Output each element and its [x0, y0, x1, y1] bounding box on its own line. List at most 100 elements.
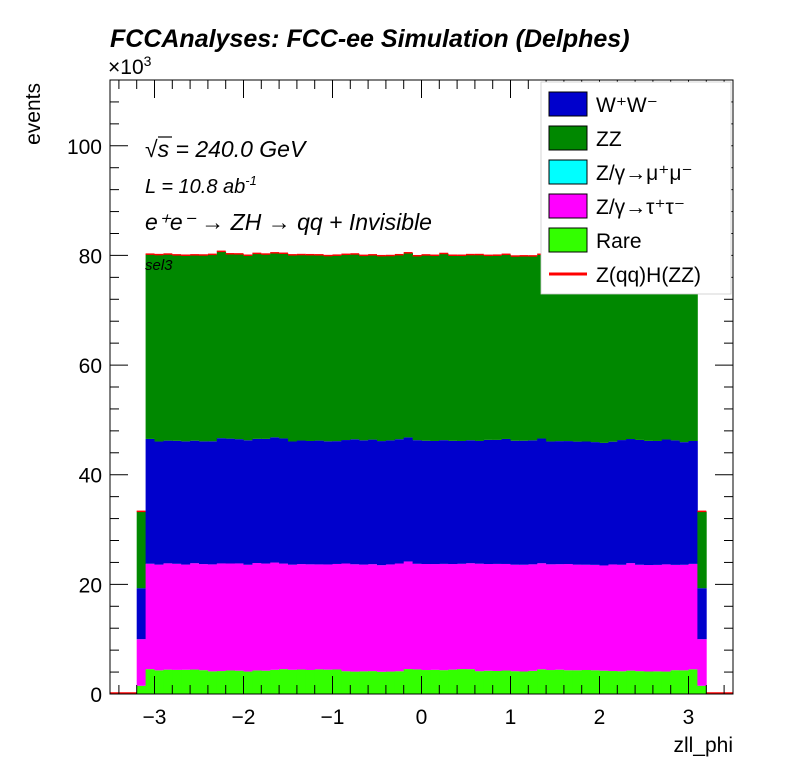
legend-label: Rare: [596, 230, 642, 253]
bin-rare: [501, 670, 511, 694]
bin-z: [617, 564, 627, 672]
bin-z: [172, 563, 182, 670]
bin-ww: [519, 440, 529, 565]
bin-rare: [288, 669, 298, 694]
bin-zz: [252, 253, 262, 439]
bin-ww: [430, 440, 440, 565]
legend-swatch: [548, 193, 588, 219]
bin-zz: [323, 255, 333, 442]
bin-ww: [599, 442, 609, 566]
bin-ww: [359, 440, 369, 565]
bin-zz: [279, 253, 289, 439]
bin-zz: [199, 255, 209, 442]
legend-label: Z/γ→τ⁺τ⁻: [596, 196, 685, 219]
bin-z: [448, 564, 458, 670]
bin-ww: [688, 440, 698, 564]
x-tick-label: −2: [232, 706, 256, 729]
bin-ww: [555, 441, 565, 565]
bin-ww: [368, 439, 378, 565]
bin-z: [332, 563, 342, 670]
bin-zz: [448, 255, 458, 441]
bin-ww: [341, 440, 351, 564]
bin-ww: [243, 440, 253, 565]
bin-rare: [652, 671, 663, 694]
bin-zz: [483, 255, 494, 440]
bin-ww: [652, 440, 663, 565]
bin-z: [581, 564, 591, 671]
bin-rare: [394, 671, 405, 694]
bin-z: [466, 563, 476, 670]
bin-z: [510, 564, 520, 672]
bin-z: [394, 563, 405, 672]
bin-ww: [332, 441, 342, 564]
bin-zz: [581, 255, 591, 442]
bin-ww: [466, 440, 476, 564]
bin-rare: [670, 670, 680, 694]
bin-zz: [546, 257, 556, 442]
bin-rare: [599, 670, 609, 694]
x-tick-label: −1: [321, 706, 345, 729]
bin-z: [252, 563, 262, 671]
bin-zz: [661, 255, 672, 440]
bin-rare: [448, 669, 458, 694]
bin-ww: [172, 440, 182, 564]
histogram-stack: [110, 250, 733, 694]
bin-rare: [626, 670, 636, 694]
bin-ww: [350, 439, 360, 565]
bin-rare: [199, 670, 209, 694]
bin-zz: [350, 254, 360, 440]
bin-zz: [341, 254, 351, 441]
bin-ww: [377, 441, 387, 566]
bin-z: [181, 564, 191, 670]
bin-z: [279, 563, 289, 670]
bin-rare: [190, 669, 200, 694]
bin-z: [563, 564, 574, 671]
bin-ww: [439, 440, 449, 564]
bin-zz: [572, 255, 583, 442]
bin-ww: [581, 441, 591, 565]
bin-z: [323, 564, 333, 670]
bin-z: [163, 563, 173, 670]
bin-z: [403, 561, 413, 670]
bin-z: [207, 564, 218, 672]
bin-ww: [510, 440, 520, 565]
bin-rare: [181, 669, 191, 694]
bin-z: [216, 563, 227, 672]
bin-rare: [510, 671, 520, 694]
bin-ww: [216, 438, 227, 564]
bin-z: [270, 562, 280, 670]
process-annotation: e⁺e⁻ → ZH → qq + Invisible: [145, 209, 432, 235]
bin-z: [457, 563, 467, 670]
bin-z: [644, 565, 654, 672]
bin-zz: [537, 254, 547, 439]
bin-rare: [305, 669, 316, 694]
bin-ww: [234, 439, 244, 564]
bin-rare: [617, 671, 627, 694]
bin-zz: [608, 255, 618, 442]
bin-z: [439, 563, 449, 671]
bin-ww: [323, 441, 333, 565]
bin-zz: [234, 254, 244, 440]
bin-zz: [528, 256, 538, 441]
bin-ww: [181, 441, 191, 565]
bin-rare: [697, 685, 707, 694]
bin-rare: [608, 671, 618, 694]
bin-z: [688, 563, 698, 670]
bin-z: [385, 564, 396, 672]
bin-z: [599, 565, 609, 671]
bin-ww: [403, 437, 413, 562]
bin-zz: [697, 511, 707, 589]
bin-rare: [688, 669, 698, 694]
bin-z: [661, 564, 672, 672]
bin-rare: [439, 670, 449, 694]
bin-rare: [145, 669, 155, 694]
bin-z: [501, 563, 511, 671]
bin-ww: [626, 439, 636, 564]
bin-rare: [154, 670, 164, 694]
bin-z: [359, 564, 369, 672]
bin-z: [546, 564, 556, 671]
bin-zz: [154, 254, 164, 442]
bin-ww: [457, 440, 467, 564]
y-tick-label: 40: [79, 465, 102, 488]
bin-rare: [466, 669, 476, 694]
